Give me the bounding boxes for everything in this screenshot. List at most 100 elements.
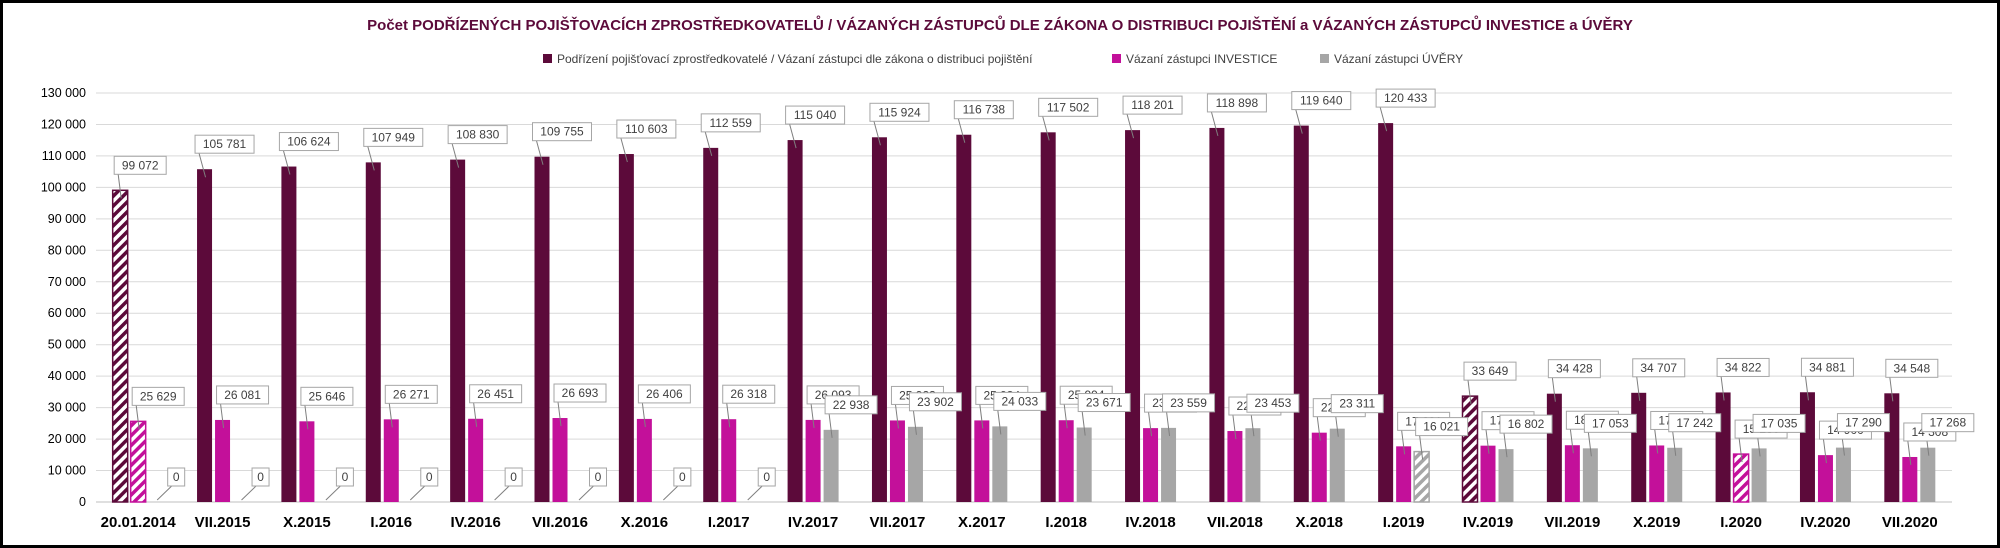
bar [787, 140, 803, 502]
leader-line [1295, 109, 1303, 134]
leader-line [117, 174, 122, 199]
bar [129, 420, 147, 503]
leader-line [1654, 429, 1659, 454]
data-label: 0 [673, 467, 692, 487]
data-label-text: 25 629 [140, 389, 177, 403]
data-label-box [993, 391, 1047, 411]
chart-title: Počet PODŘÍZENÝCH POJIŠŤOVACÍCH ZPROSTŘE… [367, 15, 1633, 34]
leader-line [1250, 412, 1255, 437]
bar [1649, 445, 1665, 502]
leader-line [912, 410, 917, 435]
data-label-text: 26 081 [224, 388, 261, 402]
data-label-text: 34 428 [1556, 362, 1593, 376]
data-label-box [113, 155, 167, 175]
data-label: 99 072 [113, 155, 167, 175]
data-label-text: 110 603 [625, 122, 668, 136]
data-label-text: 118 201 [1131, 98, 1174, 112]
y-tick-label: 0 [79, 495, 86, 509]
bar [992, 426, 1008, 502]
data-label: 34 707 [1632, 358, 1686, 378]
bars [111, 123, 1936, 503]
bar [1799, 392, 1815, 502]
legend-label: Vázaní zástupci ÚVĚRY [1334, 51, 1463, 66]
data-label-text: 34 881 [1809, 360, 1846, 374]
leader-line [198, 153, 207, 178]
data-label-box [1716, 357, 1770, 377]
data-label-box [1077, 393, 1131, 413]
data-label: 26 451 [469, 384, 523, 404]
x-tick-label: VII.2019 [1544, 514, 1600, 531]
data-label-box [1499, 414, 1553, 434]
bar [1835, 447, 1851, 502]
data-label-box [1547, 359, 1601, 379]
data-label: 120 433 [1375, 88, 1436, 108]
data-label: 17 290 [1836, 413, 1890, 433]
bar [1498, 449, 1514, 502]
bar [383, 419, 399, 502]
data-label-box [616, 119, 677, 139]
data-label-text: 0 [426, 470, 433, 484]
x-tick-label: IV.2016 [450, 514, 500, 531]
data-label-box [1122, 95, 1183, 115]
leader-line [1063, 404, 1068, 429]
data-label-text: 17 290 [1845, 416, 1882, 430]
bar [215, 419, 231, 502]
leader-line [1587, 432, 1592, 457]
data-label: 118 898 [1206, 93, 1267, 113]
data-label-box [757, 467, 776, 487]
leader-line [1503, 433, 1508, 458]
y-axis: 0 10 000 20 000 30 000 40 000 50 000 60 000 70 … [41, 86, 86, 509]
data-label-box [1246, 393, 1300, 413]
bar [871, 137, 887, 502]
leader-line [451, 143, 460, 168]
data-label-box [131, 386, 185, 406]
data-label-text: 22 938 [833, 398, 870, 412]
bar [1143, 428, 1159, 502]
data-label: 0 [251, 467, 270, 487]
legend-label: Podřízení pojišťovací zprostředkovatelé … [557, 52, 1033, 66]
bar [1209, 127, 1225, 503]
data-label: 23 453 [1246, 393, 1300, 413]
data-label: 17 268 [1921, 413, 1975, 433]
data-label: 109 755 [532, 122, 592, 142]
data-label-text: 23 311 [1339, 397, 1375, 411]
data-label: 118 201 [1122, 95, 1183, 115]
leader-line [473, 402, 478, 427]
data-label-box [1921, 413, 1975, 433]
leader-line [241, 485, 257, 501]
data-label-box [251, 467, 270, 487]
data-label-text: 116 738 [963, 103, 1006, 117]
data-label-text: 25 646 [309, 389, 346, 403]
data-label-text: 105 781 [203, 137, 247, 151]
x-tick-label: VII.2016 [532, 514, 588, 531]
data-label: 23 311 [1330, 394, 1384, 414]
x-tick-label: IV.2020 [1800, 514, 1850, 531]
x-tick-label: X.2017 [958, 514, 1006, 531]
data-label-text: 17 053 [1592, 416, 1629, 430]
leader-line [557, 401, 562, 427]
data-label-text: 16 021 [1423, 420, 1460, 434]
data-label: 26 693 [553, 383, 607, 403]
data-label-text: 24 033 [1001, 394, 1038, 408]
y-tick-label: 20 000 [48, 432, 86, 446]
bar [1631, 392, 1647, 502]
leader-line [1126, 113, 1135, 139]
bar [1125, 130, 1141, 503]
data-label-box [637, 384, 691, 404]
data-label-text: 108 830 [456, 128, 500, 142]
y-tick-label: 10 000 [48, 464, 86, 478]
leader-line [663, 485, 679, 501]
bar [1040, 132, 1056, 503]
data-label-box [194, 134, 255, 154]
data-label: 115 924 [869, 102, 930, 122]
bar [721, 419, 737, 502]
leader-line [1419, 435, 1424, 460]
leader-line [1720, 376, 1725, 401]
leader-line [1551, 377, 1556, 402]
data-label-box [1583, 413, 1637, 433]
bar [1378, 123, 1394, 503]
bar [1329, 428, 1345, 502]
data-label-text: 118 898 [1216, 96, 1259, 110]
data-label-text: 0 [679, 470, 686, 484]
data-label-box [1752, 413, 1806, 433]
